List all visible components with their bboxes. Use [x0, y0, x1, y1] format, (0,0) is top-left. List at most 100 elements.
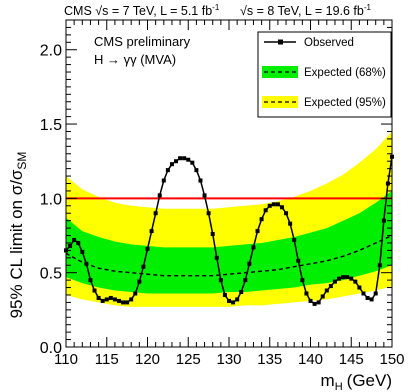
channel-label: H → γγ (MVA) [94, 52, 176, 67]
observed-point [92, 288, 97, 293]
observed-point [165, 168, 170, 173]
observed-point [279, 205, 284, 210]
observed-point [174, 159, 179, 164]
x-tick-label: 130 [216, 351, 241, 368]
observed-point [108, 295, 113, 300]
y-axis-title-sub: SM [15, 152, 29, 170]
observed-point [292, 237, 297, 242]
observed-point [68, 243, 73, 248]
observed-point [271, 202, 276, 207]
observed-point [141, 264, 146, 269]
observed-point [137, 279, 142, 284]
observed-point [337, 276, 342, 281]
x-axis-title-unit: (GeV) [347, 371, 392, 390]
observed-point [304, 291, 309, 296]
observed-point [328, 284, 333, 289]
x-tick-label: 115 [95, 351, 119, 368]
y-tick-label: 0.0 [40, 340, 62, 357]
observed-point [161, 178, 166, 183]
header-7tev-sup: -1 [212, 3, 220, 12]
expected-line [65, 234, 393, 277]
observed-point [308, 298, 313, 303]
observed-point [231, 300, 236, 305]
x-axis-title: mH (GeV) [321, 371, 392, 392]
observed-point [121, 300, 126, 305]
x-axis-title-sub: H [335, 381, 343, 392]
observed-point [247, 261, 252, 266]
observed-point [76, 240, 81, 245]
y-tick-label: 0.5 [40, 266, 62, 283]
observed-point [349, 276, 354, 281]
x-tick-label: 140 [298, 351, 323, 368]
y-tick-label: 1.5 [40, 117, 62, 134]
x-tick-label: 135 [257, 351, 282, 368]
observed-point [324, 288, 329, 293]
observed-point [125, 300, 130, 305]
observed-point [259, 217, 264, 222]
observed-point [84, 261, 89, 266]
observed-point [275, 202, 280, 207]
y-tick-label: 1.0 [40, 191, 62, 208]
observed-point [186, 157, 191, 162]
x-tick-label: 145 [339, 351, 364, 368]
legend-label: Expected (68%) [304, 67, 386, 79]
legend: Observed Expected (68%) Expected (95%) [257, 31, 392, 118]
observed-point [365, 295, 370, 300]
x-tick-label: 150 [379, 351, 404, 368]
y-axis-title: 95% CL limit on σ/σSM [7, 152, 29, 319]
observed-point [345, 275, 350, 280]
observed-point [320, 294, 325, 299]
observed-point [251, 245, 256, 250]
header-8tev: √s = 8 TeV, L = 19.6 fb-1 [240, 3, 372, 18]
observed-point [381, 218, 386, 223]
observed-point [369, 297, 374, 302]
observed-point [255, 229, 260, 234]
header-7tev: CMS √s = 7 TeV, L = 5.1 fb-1 [64, 3, 220, 18]
legend-label: Expected (95%) [304, 97, 386, 109]
observed-point [149, 229, 154, 234]
observed-point [218, 278, 223, 283]
band-68 [66, 190, 392, 294]
observed-point [214, 255, 219, 260]
observed-point [210, 232, 215, 237]
observed-point [377, 263, 382, 268]
observed-point [104, 297, 109, 302]
x-tick-label: 120 [135, 351, 160, 368]
observed-point [300, 278, 305, 283]
observed-point [145, 246, 150, 251]
observed-point [239, 290, 244, 295]
observed-point [296, 258, 301, 263]
observed-point [112, 297, 117, 302]
legend-swatch-marker [278, 39, 283, 45]
y-tick-label: 2.0 [40, 43, 62, 60]
observed-point [243, 278, 248, 283]
observed-point [361, 291, 366, 296]
x-tick-label: 110 [54, 351, 78, 368]
x-tick-label: 125 [176, 351, 201, 368]
observed-point [80, 249, 85, 254]
observed-point [133, 291, 138, 296]
observed-point [222, 292, 227, 297]
observed-point [157, 193, 162, 198]
observed-point [227, 298, 231, 303]
observed-point [312, 301, 317, 306]
observed-point [284, 211, 289, 216]
observed-point [206, 211, 211, 216]
observed-point [332, 279, 337, 284]
observed-point [129, 297, 134, 302]
observed-point [373, 291, 378, 296]
plot-area: 110 115 120 125 130 135 140 145 150 0.0 0.5 1.0 1.5 2… [40, 19, 405, 368]
observed-point [263, 208, 268, 213]
observed-point [100, 298, 105, 303]
observed-point [72, 237, 77, 242]
observed-point [353, 279, 358, 284]
observed-point [267, 203, 272, 208]
observed-point [341, 275, 346, 280]
observed-point [288, 221, 293, 226]
observed-point [169, 162, 174, 167]
legend-label: Observed [304, 37, 354, 49]
header-8tev-sup: -1 [364, 3, 372, 12]
observed-point [198, 178, 203, 183]
observed-point [182, 156, 187, 161]
